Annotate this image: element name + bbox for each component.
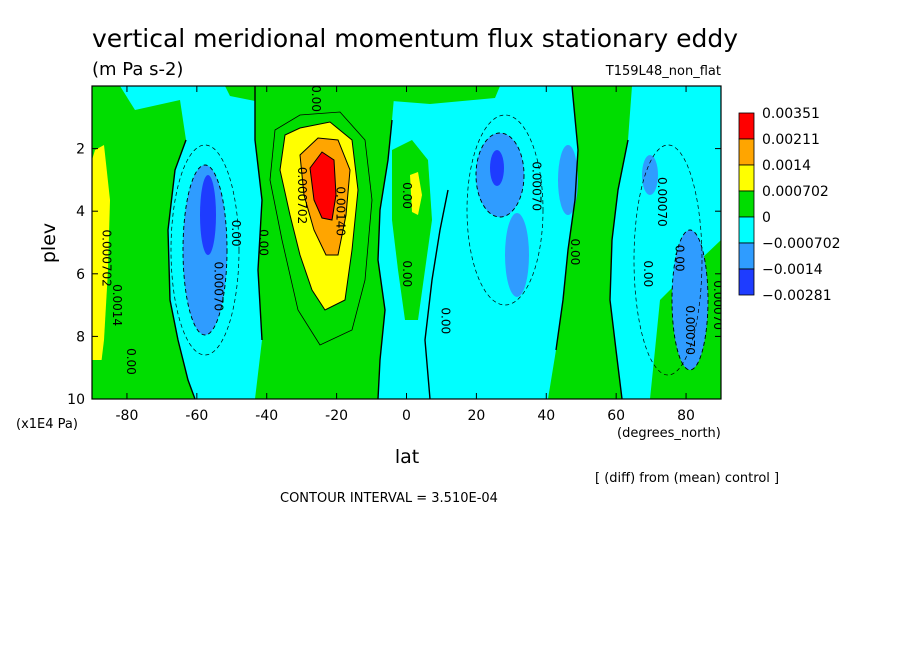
colorbar-label: 0.000702 xyxy=(762,184,829,200)
contour-label: 0.00 xyxy=(257,229,271,256)
y-axis-ticks: 2 4 6 8 10 xyxy=(67,142,721,408)
chart-units: (m Pa s-2) xyxy=(92,59,183,80)
contour-label: 0.00 xyxy=(400,182,414,209)
contour-label: 0.00 xyxy=(309,85,323,112)
contour-label: 0.00 xyxy=(438,307,452,334)
x-tick-label: 40 xyxy=(537,408,555,424)
x-tick-label: 60 xyxy=(607,408,625,424)
chart-title: vertical meridional momentum flux statio… xyxy=(92,24,738,53)
x-axis-label: lat xyxy=(395,446,419,468)
contour-label: 0.00070 xyxy=(711,280,725,330)
y-tick-label: 8 xyxy=(76,329,85,345)
x-axis-ticks: -80 -60 -40 -20 0 20 40 60 80 xyxy=(116,86,695,424)
pos-region-30s-red xyxy=(310,152,336,220)
colorbar-label: 0.0014 xyxy=(762,158,811,174)
neg-region-80n xyxy=(672,230,708,370)
x-tick-label: 80 xyxy=(677,408,695,424)
x-unit-note: (degrees_north) xyxy=(617,426,721,441)
colorbar-label: −0.0014 xyxy=(762,262,823,278)
x-tick-label: -40 xyxy=(255,408,278,424)
colorbar-swatch xyxy=(738,112,755,140)
neg-core-30n xyxy=(490,150,504,186)
contour-label: 0.00 xyxy=(641,260,655,287)
x-tick-label: -80 xyxy=(116,408,139,424)
y-tick-label: 2 xyxy=(76,142,85,158)
y-tick-label: 10 xyxy=(67,392,85,408)
green-region-equator xyxy=(392,140,432,320)
colorbar-swatch xyxy=(738,242,755,270)
neg-region-30n-lower xyxy=(505,213,529,297)
contour-label: 0.00140 xyxy=(334,186,348,236)
contour-interval-note: CONTOUR INTERVAL = 3.510E-04 xyxy=(280,491,498,506)
x-tick-label: 0 xyxy=(402,408,411,424)
contour-label: 0.000702 xyxy=(99,230,113,287)
contour-label: 0.00070 xyxy=(211,262,225,312)
y-tick-label: 4 xyxy=(76,204,85,220)
contour-label: 0.00 xyxy=(124,348,138,375)
y-axis-label: plev xyxy=(38,223,60,263)
y-tick-label: 6 xyxy=(76,267,85,283)
x-tick-label: -60 xyxy=(185,408,208,424)
neg-core-60s xyxy=(200,175,216,255)
contour-label: 0.00 xyxy=(229,220,243,247)
green-region-top xyxy=(225,86,500,108)
neg-region-70n xyxy=(642,155,658,195)
colorbar-swatch xyxy=(738,216,755,244)
contour-label: 0.0014 xyxy=(110,284,124,326)
colorbar-label: −0.00281 xyxy=(762,288,832,304)
colorbar: 0.00351 0.00211 0.0014 0.000702 0 −0.000702 −0… xyxy=(738,106,841,304)
colorbar-label: −0.000702 xyxy=(762,236,841,252)
colorbar-swatch xyxy=(738,268,755,296)
colorbar-label: 0 xyxy=(762,210,771,226)
positive-regions xyxy=(92,122,422,399)
pos-region-south-pole xyxy=(92,145,110,390)
y-unit-note: (x1E4 Pa) xyxy=(16,417,78,432)
contour-label: 0.00070 xyxy=(529,161,543,211)
diff-note: [ (diff) from (mean) control ] xyxy=(595,471,779,486)
negative-regions xyxy=(183,133,708,370)
contour-label: 0.00 xyxy=(400,260,414,287)
contour-label: 0.00 xyxy=(568,239,582,266)
x-tick-label: -20 xyxy=(325,408,348,424)
south-pole-green-strip xyxy=(92,360,102,399)
contour-label: 0.00070 xyxy=(655,177,669,227)
pos-region-equator xyxy=(410,172,422,215)
contour-lines xyxy=(92,86,720,399)
colorbar-label: 0.00211 xyxy=(762,132,820,148)
green-region-northern-midlat xyxy=(548,86,632,399)
colorbar-swatch xyxy=(738,138,755,166)
run-label: T159L48_non_flat xyxy=(605,64,721,79)
colorbar-swatch xyxy=(738,190,755,218)
neg-region-50n xyxy=(558,145,578,215)
green-region-south-edge xyxy=(92,86,195,399)
contour-label: 0.00070 xyxy=(683,305,697,355)
contour-label: 0.000702 xyxy=(295,167,309,224)
colorbar-swatch xyxy=(738,164,755,192)
colorbar-label: 0.00351 xyxy=(762,106,820,122)
x-tick-label: 20 xyxy=(467,408,485,424)
contour-label: 0.00 xyxy=(673,245,687,272)
